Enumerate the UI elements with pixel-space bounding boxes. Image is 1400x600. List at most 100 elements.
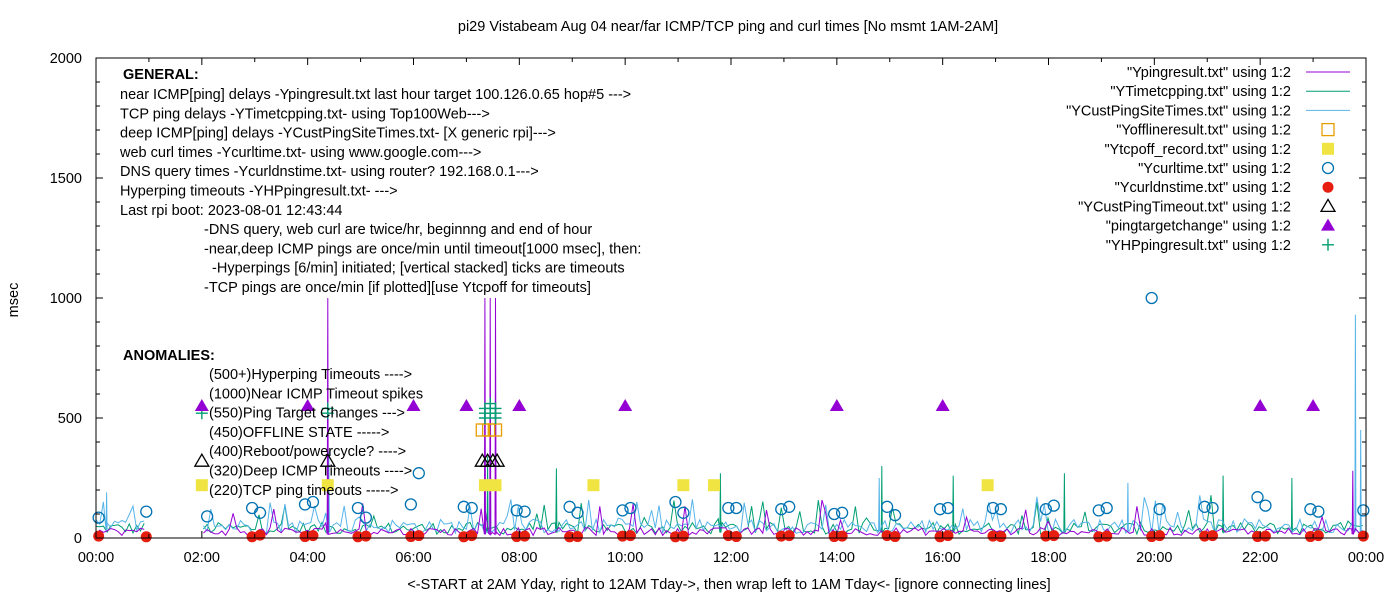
data-point (981, 479, 994, 492)
data-point (1206, 501, 1219, 515)
legend-entry-label: "YTimetcpping.txt" using 1:2 (1110, 84, 1291, 100)
annotation-text: GENERAL: near ICMP[ping] delays -Ypingres… (119, 67, 641, 499)
y-tick-label: 1500 (50, 171, 82, 187)
data-point (1092, 504, 1105, 517)
x-tick-label: 12:00 (713, 550, 749, 566)
series-path (95, 297, 1364, 537)
y-tick-label: 1000 (50, 291, 82, 307)
data-point (92, 511, 105, 524)
data-point (519, 530, 531, 542)
data-point (572, 531, 584, 543)
data-point (510, 504, 523, 517)
data-point (512, 399, 527, 411)
data-point (488, 452, 506, 467)
anomaly-item: (320)Deep ICMP Timeouts ----> (209, 464, 412, 480)
data-point (140, 505, 153, 518)
legend-swatch-marker (1321, 218, 1335, 231)
y-tick-label: 2000 (50, 51, 82, 67)
general-subnote: -Hyperpings [6/min] initiated; [vertical… (204, 261, 625, 277)
general-subnote: -DNS query, web curl are twice/hr, begin… (204, 222, 592, 238)
data-point (478, 479, 491, 492)
anomaly-item: (1000)Near ICMP Timeout spikes (209, 386, 423, 402)
data-point (616, 504, 629, 517)
series-line-1 (95, 314, 1364, 536)
data-point (412, 467, 425, 480)
data-point (298, 498, 312, 511)
legend-entry-label: "Yofflineresult.txt" using 1:2 (1116, 123, 1291, 139)
data-point (1047, 499, 1060, 512)
legend-swatch-marker (1322, 238, 1334, 251)
data-point (828, 507, 841, 521)
data-point (677, 479, 690, 492)
anomaly-item: (450)OFFLINE STATE -----> (209, 425, 389, 441)
legend-entry-label: "pingtargetchange" using 1:2 (1106, 219, 1291, 235)
data-point (618, 399, 633, 411)
general-subnote: -TCP pings are once/min [if plotted][use… (204, 280, 591, 296)
data-point (489, 479, 502, 492)
series-markers-1 (321, 479, 994, 492)
legend-swatch-marker (1322, 142, 1334, 155)
data-point (404, 498, 418, 511)
x-tick-label: 22:00 (1242, 550, 1278, 566)
data-point (406, 399, 421, 411)
legend: "Ypingresult.txt" using 1:2 "YTimetcpping… (1066, 65, 1350, 254)
data-point (783, 530, 795, 542)
legend-swatch-marker (1321, 161, 1335, 175)
general-header: GENERAL: (123, 67, 199, 83)
data-point (254, 529, 266, 541)
y-tick-label: 500 (58, 411, 82, 427)
x-tick-label: 08:00 (501, 550, 537, 566)
data-point (880, 500, 894, 513)
anomaly-item: (500+)Hyperping Timeouts ----> (209, 367, 412, 383)
series-markers-6 (321, 397, 502, 424)
chart-title: pi29 Vistabeam Aug 04 near/far ICMP/TCP … (458, 19, 998, 35)
data-point (624, 501, 637, 515)
data-point (481, 423, 496, 437)
y-axis-label: msec (6, 283, 22, 318)
y-tick-label: 0 (74, 531, 82, 547)
legend-entry-label: "Ypingresult.txt" using 1:2 (1127, 65, 1291, 81)
data-point (307, 530, 319, 542)
legend-swatch-marker (1322, 181, 1334, 193)
data-point (708, 479, 721, 492)
data-point (359, 511, 373, 524)
data-point (1357, 504, 1370, 517)
data-point (1312, 530, 1324, 542)
x-tick-label: 00:00 (1348, 550, 1384, 566)
series-line-2 (95, 297, 1364, 537)
data-point (563, 500, 576, 513)
series-markers-5 (300, 399, 1321, 411)
data-point (775, 503, 788, 516)
data-point (994, 503, 1008, 516)
plot-area (92, 291, 1370, 543)
x-tick-label: 06:00 (395, 550, 431, 566)
data-point (933, 503, 947, 516)
data-point (253, 506, 267, 519)
data-point (935, 399, 950, 411)
data-point (1048, 530, 1060, 542)
data-point (722, 501, 735, 515)
general-subnote: -near,deep ICMP pings are once/min until… (204, 241, 641, 257)
data-point (478, 412, 491, 424)
data-point (351, 501, 365, 515)
x-axis-label: <-START at 2AM Yday, right to 12AM Tday-… (407, 577, 1050, 593)
data-point (677, 530, 689, 542)
anomaly-example-marker (194, 399, 209, 411)
data-point (888, 509, 902, 522)
legend-swatch-marker (1319, 198, 1337, 213)
data-point (484, 397, 497, 410)
x-tick-label: 14:00 (819, 550, 855, 566)
x-tick-label: 04:00 (290, 550, 326, 566)
anomaly-item: (550)Ping Target Changes ---> (209, 406, 405, 422)
data-point (93, 530, 105, 542)
data-point (587, 479, 600, 492)
legend-entry-label: "YCustPingTimeout.txt" using 1:2 (1078, 199, 1291, 215)
data-point (360, 530, 372, 542)
legend-entry-label: "YCustPingSiteTimes.txt" using 1:2 (1066, 103, 1291, 119)
axes: 0 500 1000 1500 2000 00:00 02:00 04:00 06:00 08:0… (50, 51, 1384, 566)
general-note: TCP ping delays -YTimetcpping.txt- using… (120, 106, 490, 122)
general-note: DNS query times -Ycurldnstime.txt- using… (120, 164, 539, 180)
data-point (321, 402, 334, 415)
x-tick-label: 10:00 (607, 550, 643, 566)
data-point (1207, 530, 1219, 542)
